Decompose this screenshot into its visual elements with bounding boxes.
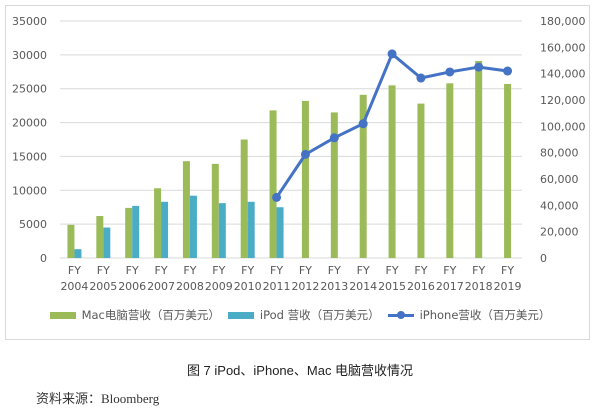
legend-line-marker-icon <box>387 310 414 320</box>
x-axis-tick: FY <box>126 264 139 277</box>
right-axis-tick: 40,000 <box>540 199 579 212</box>
x-axis-tick: 2015 <box>378 280 406 293</box>
left-axis-tick: 35000 <box>12 15 47 28</box>
x-axis-tick: 2018 <box>465 280 493 293</box>
x-axis-tick: FY <box>299 264 312 277</box>
bar-mac <box>417 103 425 259</box>
point-iphone <box>445 67 455 77</box>
x-axis-tick: 2009 <box>205 280 233 293</box>
legend-item-iphone: iPhone营收（百万美元） <box>387 307 551 323</box>
legend-swatch-mac-icon <box>49 311 76 319</box>
x-axis-tick: 2010 <box>234 280 262 293</box>
legend-label-iphone: iPhone营收（百万美元） <box>419 308 551 322</box>
bar-ipod <box>218 203 226 258</box>
x-axis-tick: FY <box>357 264 370 277</box>
bar-ipod <box>161 201 169 258</box>
bar-mac <box>240 139 248 258</box>
bar-mac <box>211 163 219 258</box>
figure-caption: 图 7 iPod、iPhone、Mac 电脑营收情况 <box>186 363 414 378</box>
source-note: 资料来源：Bloomberg <box>36 391 160 406</box>
x-axis-tick: 2011 <box>263 280 291 293</box>
x-axis-tick: 2017 <box>436 280 464 293</box>
x-axis-tick: 2016 <box>407 280 435 293</box>
chart-plot: 0 5000 10000 15000 20000 25000 30000 35000 0 20,0… <box>12 15 586 293</box>
point-iphone <box>416 73 426 83</box>
bar-mac <box>475 60 483 258</box>
right-axis-tick: 20,000 <box>540 226 579 239</box>
point-iphone <box>474 62 484 72</box>
x-axis-tick: FY <box>501 264 514 277</box>
bar-mac <box>182 161 190 258</box>
x-axis-tick: FY <box>97 264 110 277</box>
point-iphone <box>358 119 368 129</box>
x-axis-tick: FY <box>443 264 456 277</box>
x-axis-tick: 2007 <box>147 280 175 293</box>
x-axis-tick: FY <box>155 264 168 277</box>
x-axis-tick: 2004 <box>60 280 88 293</box>
legend-item-ipod: iPod 营收（百万美元） <box>227 307 380 323</box>
x-axis-tick: 2006 <box>118 280 146 293</box>
right-axis-tick: 160,000 <box>540 41 586 54</box>
left-axis-tick: 10000 <box>12 184 47 197</box>
bar-mac <box>359 94 367 259</box>
left-axis-tick: 0 <box>40 252 47 265</box>
chart-legend: Mac电脑营收（百万美元） iPod 营收（百万美元） iPhone营收（百万美… <box>0 304 600 326</box>
bar-mac <box>388 85 396 258</box>
bar-ipod <box>189 195 197 258</box>
point-iphone <box>329 133 339 143</box>
bar-mac <box>67 224 75 258</box>
point-iphone <box>272 192 282 202</box>
x-axis-tick: 2005 <box>89 280 117 293</box>
x-axis-tick: FY <box>241 264 254 277</box>
right-axis-tick: 60,000 <box>540 173 579 186</box>
left-axis-tick: 15000 <box>12 150 47 163</box>
x-axis-tick: 2014 <box>349 280 377 293</box>
x-axis-tick: FY <box>183 264 196 277</box>
bar-mac <box>446 83 454 258</box>
legend-item-mac: Mac电脑营收（百万美元） <box>49 307 220 323</box>
point-iphone <box>387 49 397 59</box>
legend-label-ipod: iPod 营收（百万美元） <box>259 308 380 322</box>
bar-ipod <box>103 227 111 258</box>
point-iphone <box>300 149 310 159</box>
bar-ipod <box>247 201 255 258</box>
x-axis-tick: FY <box>472 264 485 277</box>
x-axis-tick: 2019 <box>494 280 522 293</box>
bar-mac <box>96 216 104 258</box>
x-axis-tick: 2012 <box>291 280 319 293</box>
x-axis-tick: 2008 <box>176 280 204 293</box>
left-axis-tick: 30000 <box>12 49 47 62</box>
bar-mac <box>154 188 162 258</box>
right-axis-tick: 0 <box>540 252 547 265</box>
legend-label-mac: Mac电脑营收（百万美元） <box>81 308 220 322</box>
point-iphone <box>503 66 513 76</box>
right-axis-tick: 80,000 <box>540 147 579 160</box>
x-axis-tick: FY <box>414 264 427 277</box>
x-axis-tick: FY <box>386 264 399 277</box>
right-axis-tick: 100,000 <box>540 120 586 133</box>
right-axis-tick: 120,000 <box>540 94 586 107</box>
bar-mac <box>269 110 277 258</box>
bar-mac <box>301 100 309 258</box>
bar-mac <box>330 112 338 259</box>
x-axis-tick: FY <box>270 264 283 277</box>
x-axis-tick: 2013 <box>320 280 348 293</box>
bar-ipod <box>276 207 284 258</box>
right-axis-tick: 180,000 <box>540 15 586 28</box>
chart-frame <box>5 5 590 340</box>
left-axis-tick: 20000 <box>12 117 47 130</box>
left-axis-tick: 25000 <box>12 83 47 96</box>
legend-swatch-ipod-icon <box>227 311 254 319</box>
x-axis-tick: FY <box>328 264 341 277</box>
bar-mac <box>125 207 133 258</box>
right-axis-tick: 140,000 <box>540 68 586 81</box>
left-axis-tick: 5000 <box>19 218 47 231</box>
x-axis-tick: FY <box>68 264 81 277</box>
bar-ipod <box>132 205 140 258</box>
x-axis-tick: FY <box>212 264 225 277</box>
bar-mac <box>504 83 512 258</box>
bar-ipod <box>74 249 82 258</box>
